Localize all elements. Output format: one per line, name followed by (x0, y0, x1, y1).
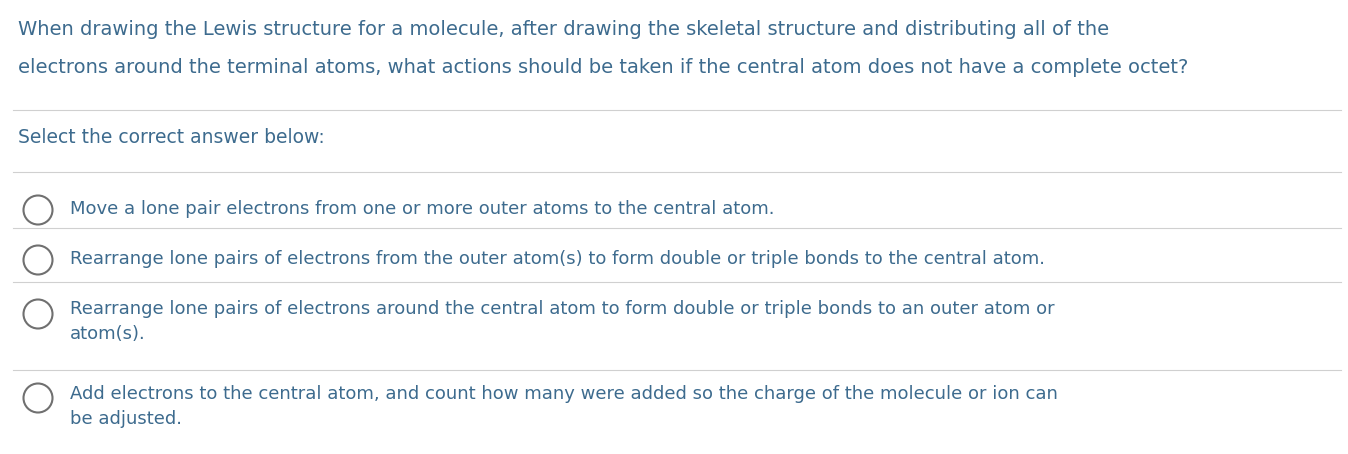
Text: electrons around the terminal atoms, what actions should be taken if the central: electrons around the terminal atoms, wha… (18, 58, 1189, 77)
Text: Rearrange lone pairs of electrons around the central atom to form double or trip: Rearrange lone pairs of electrons around… (70, 300, 1054, 343)
Text: When drawing the Lewis structure for a molecule, after drawing the skeletal stru: When drawing the Lewis structure for a m… (18, 20, 1109, 39)
Text: Rearrange lone pairs of electrons from the outer atom(s) to form double or tripl: Rearrange lone pairs of electrons from t… (70, 250, 1045, 268)
Text: Add electrons to the central atom, and count how many were added so the charge o: Add electrons to the central atom, and c… (70, 385, 1058, 428)
Text: Select the correct answer below:: Select the correct answer below: (18, 128, 325, 147)
Text: Move a lone pair electrons from one or more outer atoms to the central atom.: Move a lone pair electrons from one or m… (70, 200, 775, 218)
